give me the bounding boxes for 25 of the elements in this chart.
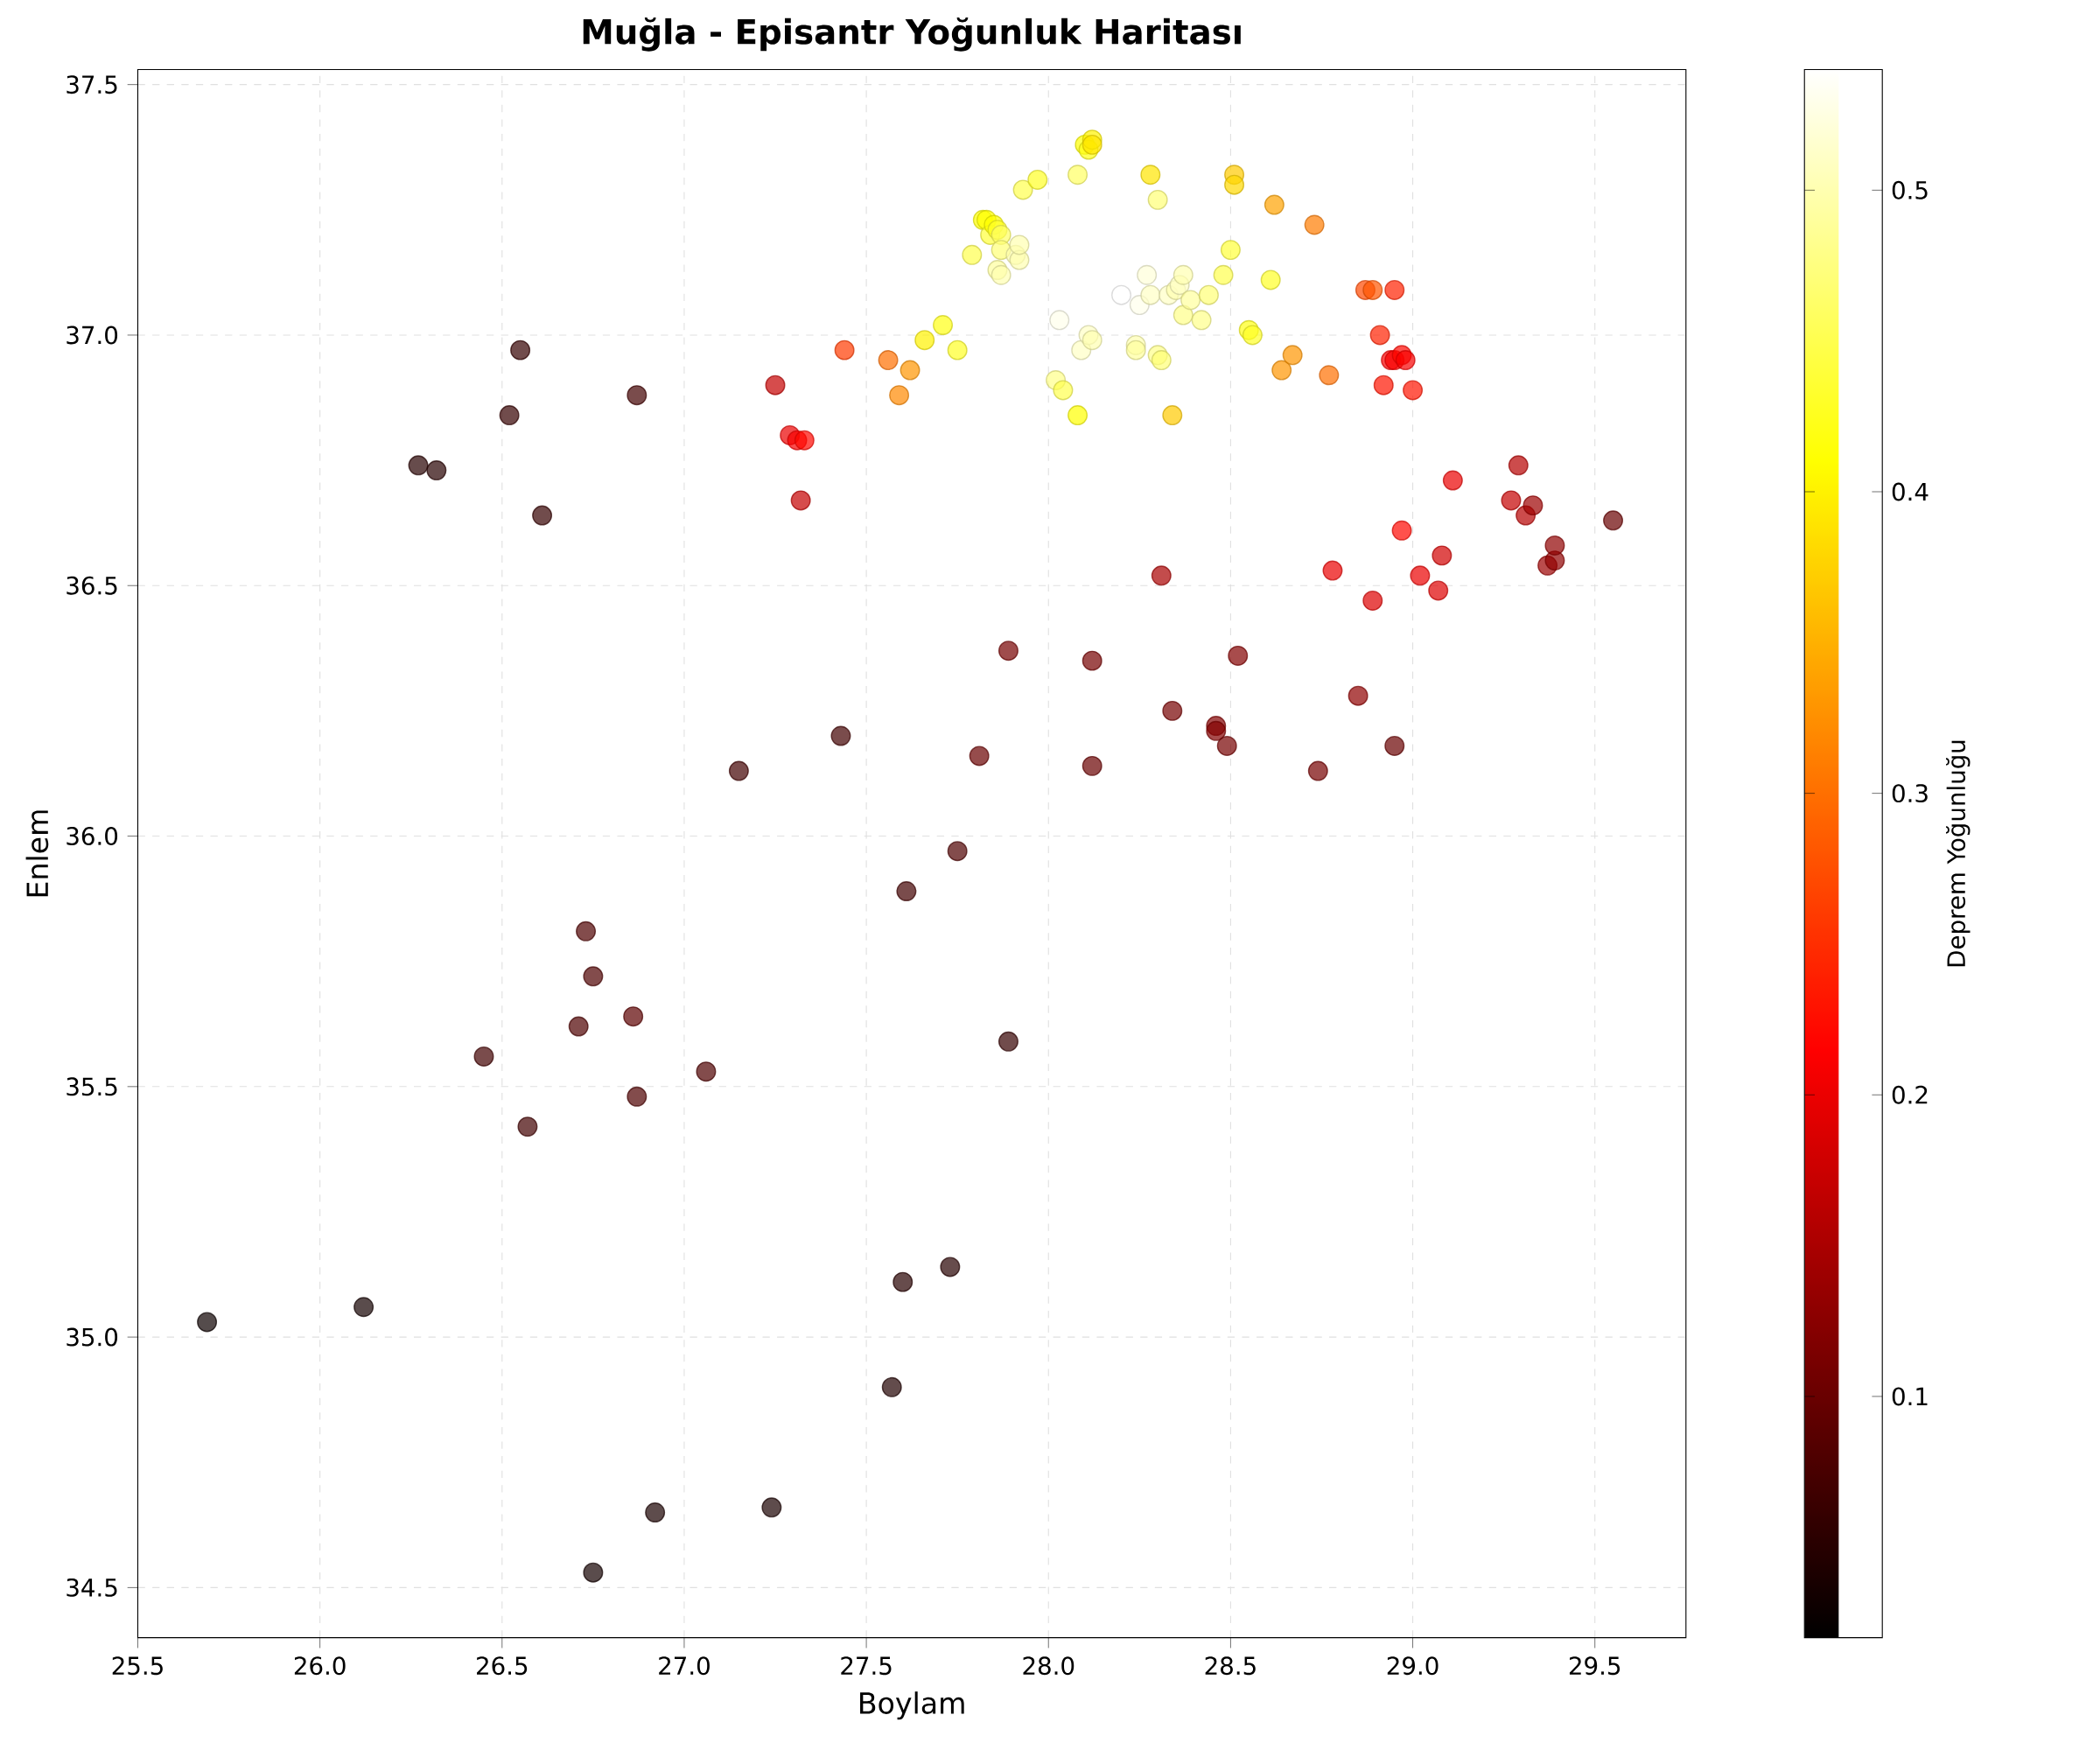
y-tick-label: 35.0 [66, 1327, 118, 1347]
color-bar-label: 0.5 [1892, 180, 1928, 200]
color-bar-label: 0.2 [1892, 1085, 1928, 1104]
color-bar-label: 0.3 [1892, 784, 1928, 803]
x-tick-label: 28.5 [1205, 1656, 1256, 1676]
y-axis-title: Enlem [25, 810, 49, 897]
x-axis-title: Boylam [860, 1691, 964, 1720]
x-tick-label: 29.5 [1569, 1656, 1620, 1676]
x-tick-label: 26.0 [294, 1656, 346, 1676]
y-tick-label: 34.5 [66, 1578, 117, 1597]
x-tick-label: 26.5 [477, 1656, 528, 1676]
y-tick-label: 36.0 [66, 827, 118, 845]
x-tick-label: 28.0 [1023, 1656, 1074, 1676]
x-tick-label: 25.5 [112, 1656, 163, 1676]
x-tick-label: 29.0 [1387, 1656, 1438, 1676]
color-bar-title: Deprem Yoğunluğu [1945, 740, 1970, 967]
color-bar-label: 0.4 [1892, 482, 1928, 501]
y-tick-label: 35.5 [66, 1077, 117, 1096]
chart-title: Muğla - Episantr Yoğunluk Haritası [583, 17, 1241, 52]
color-bar-label: 0.1 [1892, 1387, 1928, 1406]
x-tick-label: 27.5 [841, 1656, 892, 1676]
y-tick-label: 36.5 [66, 576, 117, 595]
x-tick-label: 27.0 [659, 1656, 710, 1676]
y-tick-label: 37.5 [66, 75, 117, 94]
y-tick-label: 37.0 [66, 326, 118, 345]
